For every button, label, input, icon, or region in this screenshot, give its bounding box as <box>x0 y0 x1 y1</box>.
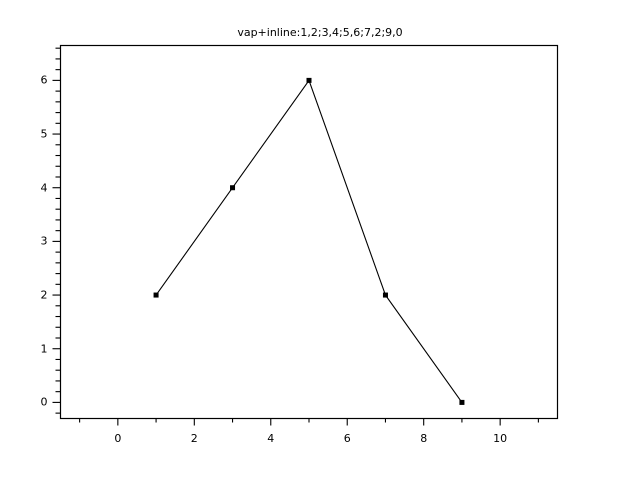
x-tick-label: 6 <box>343 431 351 445</box>
y-tick-label: 5 <box>40 127 48 141</box>
x-axis-ticks <box>79 418 539 426</box>
data-point-markers <box>153 77 465 405</box>
y-tick-label: 2 <box>40 288 48 302</box>
y-tick-label: 1 <box>40 342 48 356</box>
x-tick-label: 0 <box>114 431 122 445</box>
x-tick-label: 8 <box>420 431 428 445</box>
x-tick-label: 2 <box>190 431 198 445</box>
y-axis-ticks <box>52 47 61 414</box>
y-tick-label: 0 <box>40 395 48 409</box>
x-tick-label: 10 <box>493 431 508 445</box>
y-tick-label: 3 <box>40 234 48 248</box>
x-tick-label: 4 <box>267 431 275 445</box>
chart-title: vap+inline:1,2;3,4;5,6;7,2;9,0 <box>237 26 403 39</box>
y-tick-label: 4 <box>40 181 48 195</box>
y-tick-label: 6 <box>40 73 48 87</box>
plot-frame <box>59 44 559 420</box>
